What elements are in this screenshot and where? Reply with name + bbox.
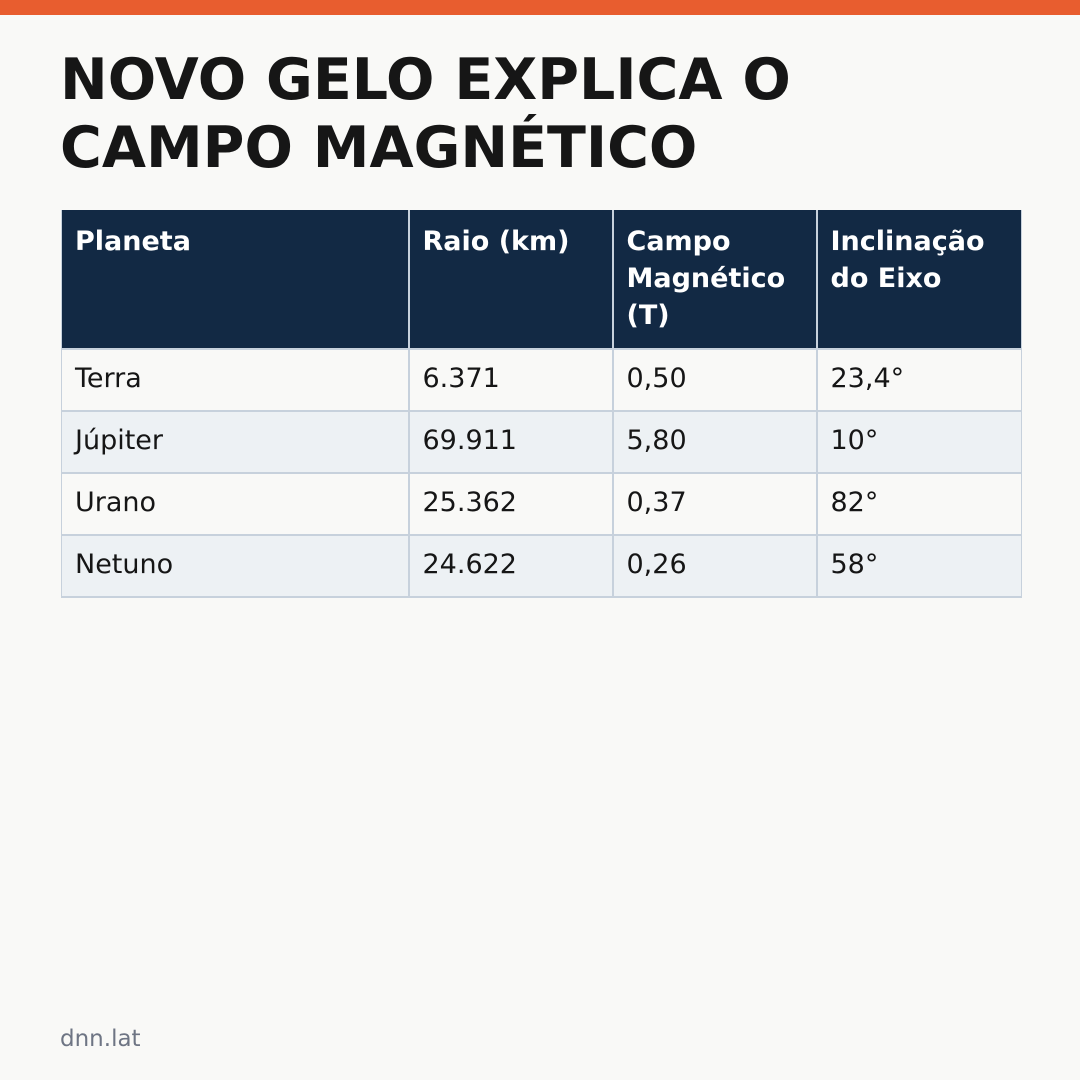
cell-campo-magnetico: 5,80 [611,410,818,474]
cell-planeta: Júpiter [61,410,410,474]
cell-raio: 69.911 [407,410,614,474]
column-header-planeta: Planeta [61,210,410,349]
cell-inclinacao: 82° [815,472,1022,536]
cell-raio: 6.371 [407,348,614,412]
column-header-inclinacao: Inclinação do Eixo [815,210,1022,349]
table-row: Netuno 24.622 0,26 58° [61,534,1022,598]
cell-campo-magnetico: 0,26 [611,534,818,598]
accent-bar [0,0,1080,15]
cell-inclinacao: 10° [815,410,1022,474]
cell-inclinacao: 58° [815,534,1022,598]
column-header-campo-magnetico: Campo Magnético (T) [611,210,818,349]
cell-inclinacao: 23,4° [815,348,1022,412]
table-header-row: Planeta Raio (km) Campo Magnético (T) In… [61,210,1022,349]
cell-campo-magnetico: 0,37 [611,472,818,536]
planet-data-table: Planeta Raio (km) Campo Magnético (T) In… [61,210,1022,598]
cell-raio: 25.362 [407,472,614,536]
cell-planeta: Terra [61,348,410,412]
cell-campo-magnetico: 0,50 [611,348,818,412]
source-credit: dnn.lat [60,1026,141,1052]
table-row: Urano 25.362 0,37 82° [61,472,1022,536]
table-row: Júpiter 69.911 5,80 10° [61,410,1022,474]
headline: NOVO GELO EXPLICA O CAMPO MAGNÉTICO [60,47,791,181]
column-header-raio: Raio (km) [407,210,614,349]
cell-planeta: Netuno [61,534,410,598]
cell-raio: 24.622 [407,534,614,598]
table-row: Terra 6.371 0,50 23,4° [61,348,1022,412]
cell-planeta: Urano [61,472,410,536]
